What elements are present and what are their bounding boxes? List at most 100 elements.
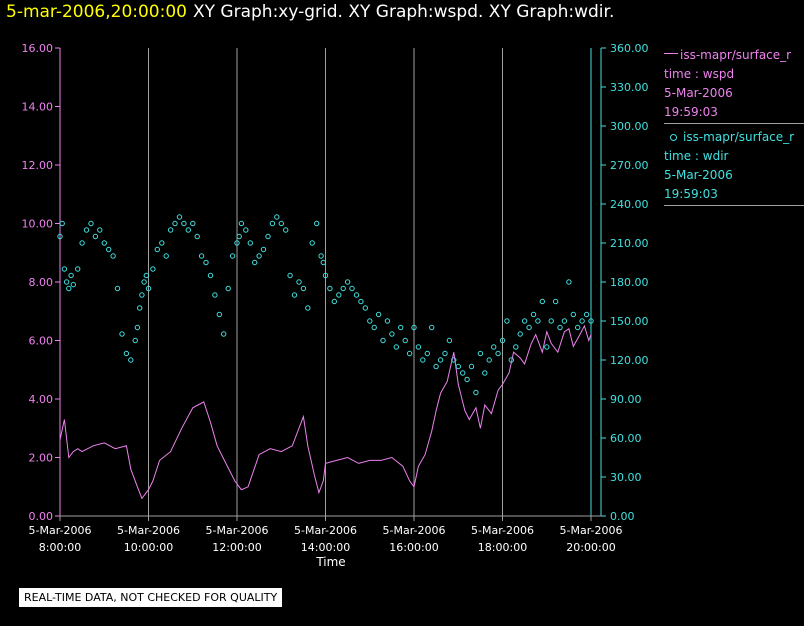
wdir-point: [167, 227, 174, 233]
y-right-tick-label: 120.00: [610, 354, 649, 367]
wdir-point: [411, 324, 417, 331]
wdir-point: [548, 318, 554, 324]
wdir-point: [141, 279, 147, 285]
y-right-tick-label: 210.00: [610, 237, 649, 250]
wdir-point: [566, 279, 572, 285]
wdir-point: [88, 220, 94, 227]
wdir-point: [305, 305, 311, 311]
wdir-point: [207, 272, 214, 279]
legend-wspd-label: time : wspd: [664, 67, 735, 81]
wdir-point: [320, 259, 326, 266]
wdir-point: [216, 311, 223, 318]
wdir-point: [327, 285, 333, 292]
wdir-point: [575, 324, 581, 331]
wdir-point: [139, 292, 145, 298]
wdir-point: [159, 240, 165, 246]
wdir-point: [296, 279, 302, 285]
wdir-point: [260, 246, 267, 253]
wdir-point: [336, 292, 342, 298]
circle-icon: [670, 133, 677, 141]
wdir-point: [106, 246, 112, 253]
y-left-tick-label: 6.00: [29, 335, 54, 348]
wdir-point: [583, 311, 590, 318]
y-right-tick-label: 90.00: [610, 393, 642, 406]
wdir-point: [579, 318, 585, 324]
wdir-point: [420, 357, 426, 363]
quality-disclaimer: REAL-TIME DATA, NOT CHECKED FOR QUALITY: [19, 588, 283, 607]
wdir-point: [75, 266, 81, 272]
wdir-point: [229, 253, 236, 259]
wdir-point: [552, 298, 559, 305]
wdir-point: [415, 344, 422, 350]
y-right-tick-label: 60.00: [610, 432, 642, 445]
x-tick-date: 5-Mar-2006: [383, 524, 446, 537]
legend-wdir-label: time : wdir: [664, 149, 729, 163]
wdir-point: [561, 318, 568, 324]
wdir-point: [132, 337, 138, 344]
wdir-point: [247, 240, 254, 246]
wdir-point: [172, 220, 178, 227]
y-right-tick-label: 360.00: [610, 42, 649, 55]
wdir-point: [278, 220, 284, 227]
wdir-point: [393, 344, 399, 350]
x-tick-time: 8:00:00: [39, 541, 81, 554]
x-axis-label: Time: [315, 555, 345, 569]
wdir-point: [362, 305, 368, 311]
wdir-point: [137, 305, 143, 311]
x-tick-time: 12:00:00: [212, 541, 261, 554]
wdir-point: [344, 279, 351, 285]
wdir-point: [291, 292, 298, 298]
timestamp: 5-mar-2006,20:00:00: [6, 2, 187, 22]
wdir-point: [59, 220, 65, 227]
legend-wspd-name: iss-mapr/surface_r: [680, 48, 792, 62]
legend: iss-mapr/surface_r time : wspd 5-Mar-200…: [664, 46, 804, 210]
wdir-point: [349, 285, 355, 292]
y-left-tick-label: 16.00: [22, 42, 54, 55]
y-left-tick-label: 0.00: [29, 510, 54, 523]
wdir-point: [97, 227, 103, 233]
wdir-point: [504, 318, 510, 324]
x-tick-time: 20:00:00: [566, 541, 615, 554]
wdir-point: [128, 357, 134, 363]
wdir-point: [429, 324, 435, 331]
y-left-tick-label: 4.00: [29, 393, 54, 406]
wdir-point: [517, 331, 523, 337]
wdir-point: [198, 253, 205, 259]
wdir-point: [225, 285, 231, 292]
legend-wdir-date: 5-Mar-2006: [664, 168, 733, 182]
wdir-point: [495, 350, 501, 357]
wdir-point: [83, 227, 90, 233]
wdir-point: [79, 240, 85, 246]
y-right-tick-label: 180.00: [610, 276, 649, 289]
wdir-point: [238, 220, 245, 227]
wdir-point: [460, 370, 466, 376]
x-tick-time: 14:00:00: [301, 541, 350, 554]
wdir-point: [508, 357, 514, 363]
x-tick-date: 5-Mar-2006: [471, 524, 534, 537]
wdir-point: [468, 363, 475, 370]
legend-wdir: iss-mapr/surface_r time : wdir 5-Mar-200…: [664, 128, 804, 204]
wdir-point: [300, 285, 307, 292]
wdir-point: [309, 240, 315, 246]
y-right-tick-label: 0.00: [610, 510, 635, 523]
wdir-point: [446, 337, 453, 344]
wdir-point: [61, 266, 68, 272]
wdir-point: [252, 259, 258, 266]
y-right-tick-label: 240.00: [610, 198, 649, 211]
legend-divider: [664, 205, 804, 206]
wdir-point: [398, 324, 404, 331]
wdir-point: [380, 337, 386, 344]
wdir-point: [283, 227, 289, 233]
y-left-tick-label: 10.00: [22, 218, 54, 231]
legend-wspd-time: 19:59:03: [664, 105, 718, 119]
wdir-point: [570, 311, 576, 318]
y-right-tick-label: 300.00: [610, 120, 649, 133]
x-tick-time: 18:00:00: [478, 541, 527, 554]
wdir-point: [287, 272, 293, 279]
wdir-point: [557, 324, 563, 331]
wdir-point: [274, 214, 280, 220]
legend-wspd: iss-mapr/surface_r time : wspd 5-Mar-200…: [664, 46, 804, 122]
wdir-point: [521, 318, 528, 324]
wdir-point: [482, 370, 488, 376]
wdir-point: [499, 337, 506, 344]
